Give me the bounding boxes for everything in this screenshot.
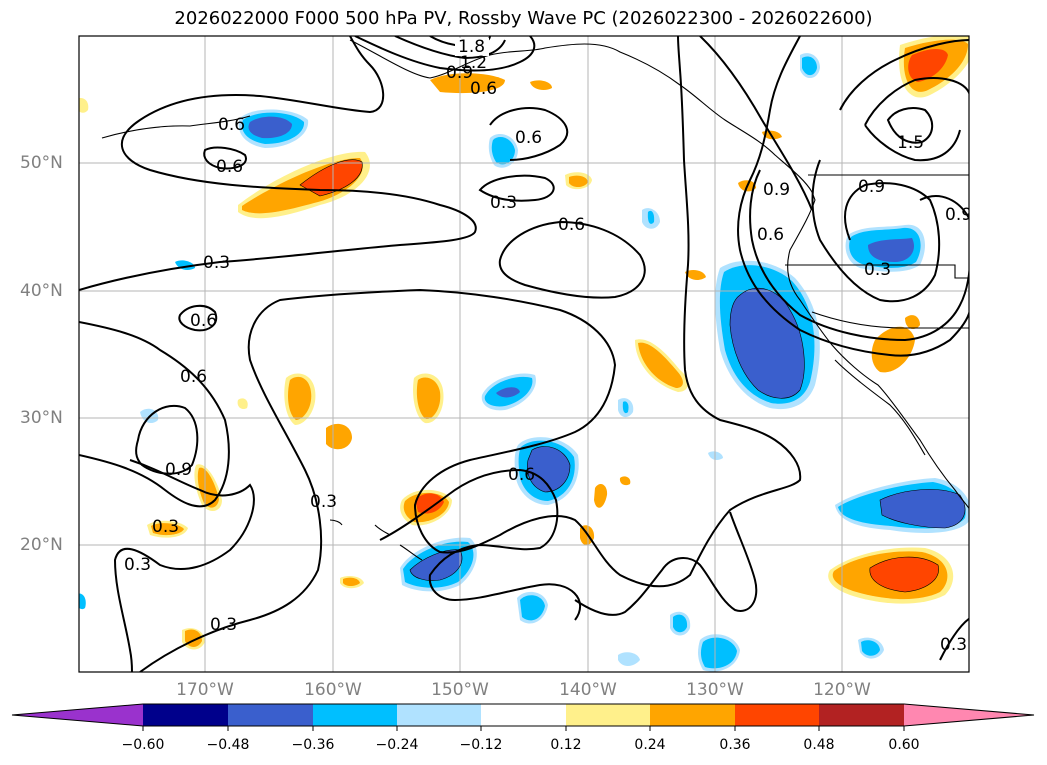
contour-label: 0.3 <box>210 615 237 635</box>
map-frame <box>78 35 970 673</box>
colorbar-tick-label: −0.24 <box>375 737 419 753</box>
colorbar-segment <box>650 704 735 726</box>
colorbar-segment <box>228 704 313 726</box>
map-area: 1.8 1.2 0.9 0.6 0.6 0.6 0.3 0.6 0.3 0.6 … <box>79 36 972 672</box>
colorbar-tick-label: −0.60 <box>121 737 165 753</box>
colorbar-segment <box>819 704 904 726</box>
contour-label: 0.9 <box>763 180 790 200</box>
colorbar-tick-label: 0.48 <box>803 737 835 753</box>
positive-anomaly-shading <box>79 36 969 650</box>
contour-label: 0.3 <box>152 517 179 537</box>
contour-label: 1.2 <box>460 53 487 73</box>
longitude-label: 140°W <box>559 680 617 700</box>
contour-label: 0.6 <box>216 157 243 177</box>
contour-label: 0.3 <box>310 492 337 512</box>
contour-label: 0.9 <box>165 460 192 480</box>
longitude-label: 170°W <box>176 680 234 700</box>
colorbar-tick-label: −0.36 <box>291 737 335 753</box>
contour-label-bg <box>455 38 489 56</box>
colorbar-tick-label: −0.12 <box>459 737 503 753</box>
latitude-label: 50°N <box>20 153 63 173</box>
colorbar-segment-extend-low <box>12 704 143 726</box>
map-title: 2026022000 F000 500 hPa PV, Rossby Wave … <box>174 8 873 29</box>
longitude-label: 120°W <box>813 680 871 700</box>
pv-contours <box>79 36 969 672</box>
contour-label: 0.3 <box>203 253 230 273</box>
contour-label: 0.6 <box>508 465 535 485</box>
colorbar-segment <box>481 704 566 726</box>
longitude-label: 130°W <box>686 680 744 700</box>
longitude-label: 160°W <box>304 680 362 700</box>
colorbar-segment <box>313 704 397 726</box>
colorbar-tick-label: 0.36 <box>719 737 751 753</box>
colorbar-segment <box>566 704 650 726</box>
coastlines <box>101 39 969 561</box>
colorbar-tick-label: −0.48 <box>206 737 250 753</box>
contour-label: 1.8 <box>458 37 485 57</box>
colorbar-ticks <box>142 726 905 731</box>
shading-edges <box>299 159 966 593</box>
contour-label: 0.6 <box>515 128 542 148</box>
contour-label: 0.6 <box>558 215 585 235</box>
contour-label: 0.6 <box>190 311 217 331</box>
contour-label: 0.9 <box>858 177 885 197</box>
contour-label: 0.6 <box>180 367 207 387</box>
colorbar-segment <box>397 704 481 726</box>
colorbar-segment <box>735 704 819 726</box>
contour-label: 1.5 <box>897 133 924 153</box>
contour-label: 0.3 <box>864 260 891 280</box>
contour-label: 0.6 <box>470 79 497 99</box>
contour-label: 0.9 <box>945 205 972 225</box>
contour-labels: 1.8 1.2 0.9 0.6 0.6 0.6 0.3 0.6 0.3 0.6 … <box>124 37 972 655</box>
colorbar-tick-label: 0.12 <box>550 737 582 753</box>
colorbar <box>11 703 1035 731</box>
contour-label: 0.3 <box>940 635 967 655</box>
colorbar-tick-label: 0.60 <box>888 737 920 753</box>
contour-label: 0.6 <box>757 225 784 245</box>
contour-label: 0.9 <box>446 63 473 83</box>
contour-label: 0.3 <box>490 193 517 213</box>
contour-label: 0.6 <box>218 115 245 135</box>
latitude-label: 30°N <box>20 408 63 428</box>
latitude-label: 40°N <box>20 281 63 301</box>
colorbar-segment-extend-high <box>904 704 1034 726</box>
latitude-label: 20°N <box>20 535 63 555</box>
colorbar-tick-label: 0.24 <box>634 737 666 753</box>
contour-label: 0.3 <box>124 555 151 575</box>
colorbar-segment <box>143 704 228 726</box>
longitude-label: 150°W <box>431 680 489 700</box>
